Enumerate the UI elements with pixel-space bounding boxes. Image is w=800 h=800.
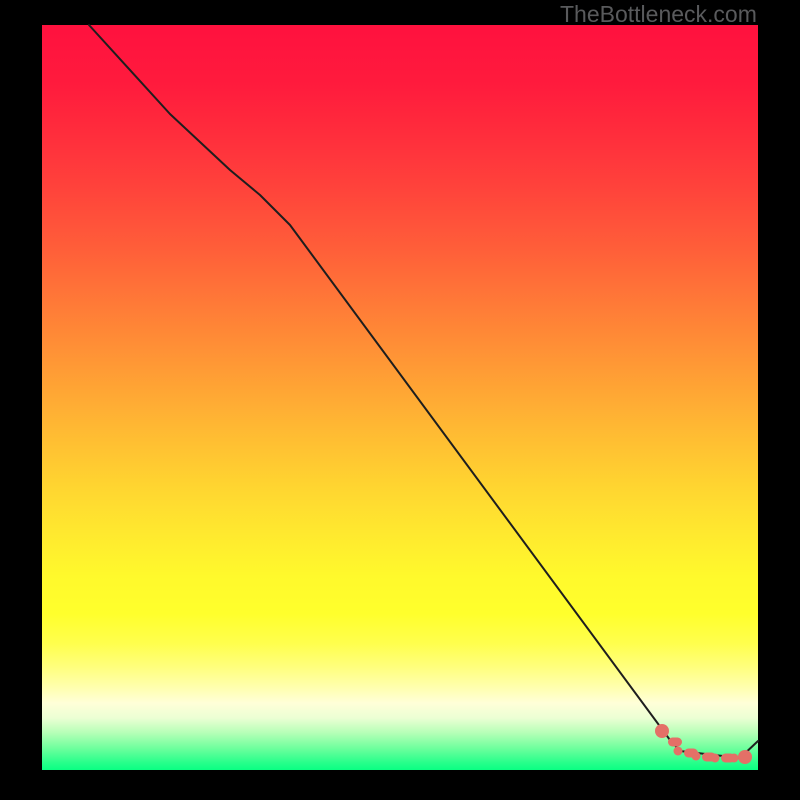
chart-canvas: TheBottleneck.com <box>0 0 800 800</box>
watermark-text: TheBottleneck.com <box>560 1 757 28</box>
optimal-zone-marker <box>655 724 752 764</box>
bottleneck-curve <box>89 25 758 758</box>
chart-overlay <box>0 0 800 800</box>
